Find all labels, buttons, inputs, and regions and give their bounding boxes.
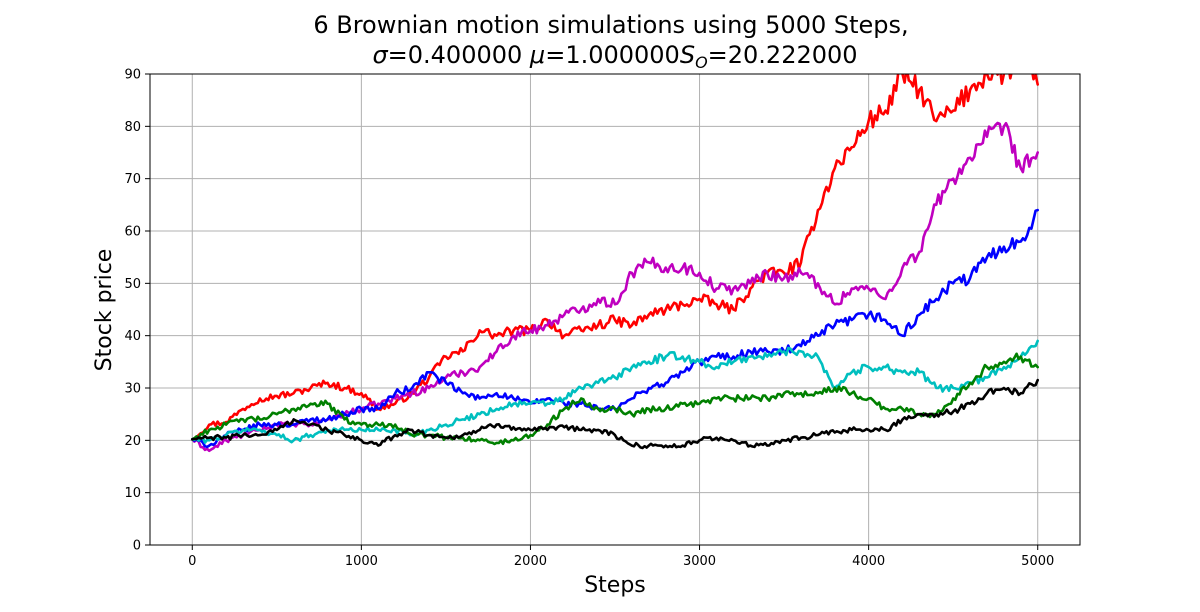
y-tick-label: 80 xyxy=(124,120,141,135)
y-tick-label: 20 xyxy=(124,434,141,449)
x-axis-ticks: 0 1000 2000 3000 4000 5000 xyxy=(188,545,1054,569)
title-mu-symbol: μ xyxy=(529,41,545,69)
y-axis-label: Stock price xyxy=(92,249,117,372)
x-tick-label: 1000 xyxy=(345,554,378,569)
y-tick-label: 70 xyxy=(124,172,141,187)
plot-frame xyxy=(149,73,1081,546)
title-s-subscript: O xyxy=(695,53,708,72)
x-tick-label: 3000 xyxy=(683,554,716,569)
series-line-5 xyxy=(191,352,1039,446)
title-s-text: =20.222000 xyxy=(708,41,858,69)
chart-title-line2: σ=0.400000 μ=1.000000SO=20.222000 xyxy=(372,41,857,72)
y-axis-ticks: 0 10 20 30 40 50 60 70 80 90 xyxy=(124,68,150,554)
title-sigma-text: =0.400000 xyxy=(388,41,530,69)
chart-title-line1: 6 Brownian motion simulations using 5000… xyxy=(313,11,908,39)
y-tick-label: 50 xyxy=(124,277,141,292)
x-tick-label: 4000 xyxy=(852,554,885,569)
y-tick-label: 0 xyxy=(133,539,141,554)
y-tick-label: 30 xyxy=(124,382,141,397)
series-line-2 xyxy=(191,121,1039,453)
series-layer xyxy=(191,74,1039,453)
series-line-1 xyxy=(191,74,1039,441)
x-tick-label: 5000 xyxy=(1021,554,1054,569)
title-mu-text: =1.000000 xyxy=(545,41,680,69)
series-line-6 xyxy=(191,378,1039,450)
y-tick-label: 40 xyxy=(124,329,141,344)
title-sigma-symbol: σ xyxy=(372,41,388,69)
y-tick-label: 90 xyxy=(124,68,141,83)
series-line-3 xyxy=(191,208,1039,449)
y-tick-label: 60 xyxy=(124,225,141,240)
x-tick-label: 0 xyxy=(188,554,196,569)
y-tick-label: 10 xyxy=(124,486,141,501)
grid xyxy=(150,73,1080,546)
x-tick-label: 2000 xyxy=(514,554,547,569)
x-axis-label: Steps xyxy=(584,573,646,598)
title-s-symbol: S xyxy=(680,41,695,69)
